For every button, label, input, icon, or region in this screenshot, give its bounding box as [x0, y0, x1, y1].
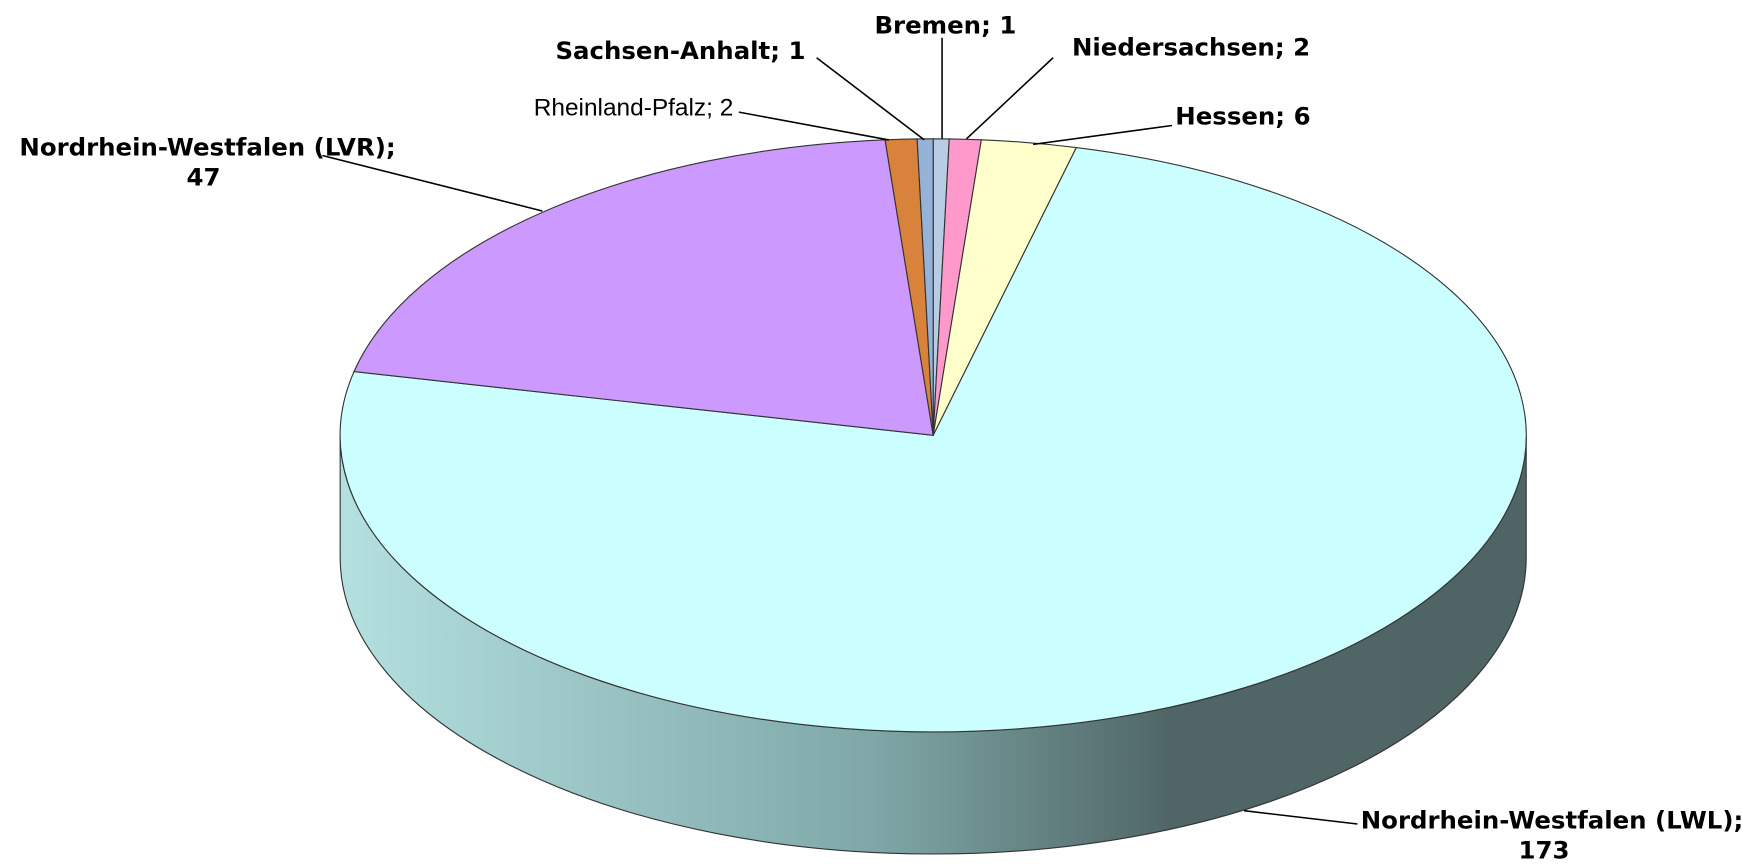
data-label: Hessen; 6 — [1175, 101, 1310, 130]
data-label: Rheinland-Pfalz; 2 — [534, 94, 734, 121]
data-label: Niedersachsen; 2 — [1072, 33, 1310, 62]
leader-line — [816, 57, 925, 141]
data-label: Sachsen-Anhalt; 1 — [555, 36, 805, 65]
slice — [353, 139, 934, 436]
data-label: Nordrhein-Westfalen (LWL); 173 — [1361, 805, 1742, 864]
leader-line — [738, 111, 889, 141]
leader-line — [1244, 809, 1358, 825]
leader-line — [965, 57, 1054, 140]
data-label: Bremen; 1 — [874, 10, 1016, 39]
slice — [339, 146, 1527, 733]
data-label: Nordrhein-Westfalen (LVR); 47 — [19, 132, 395, 191]
slice — [916, 138, 934, 436]
leader-line — [1033, 124, 1173, 146]
leader-line — [322, 154, 543, 212]
